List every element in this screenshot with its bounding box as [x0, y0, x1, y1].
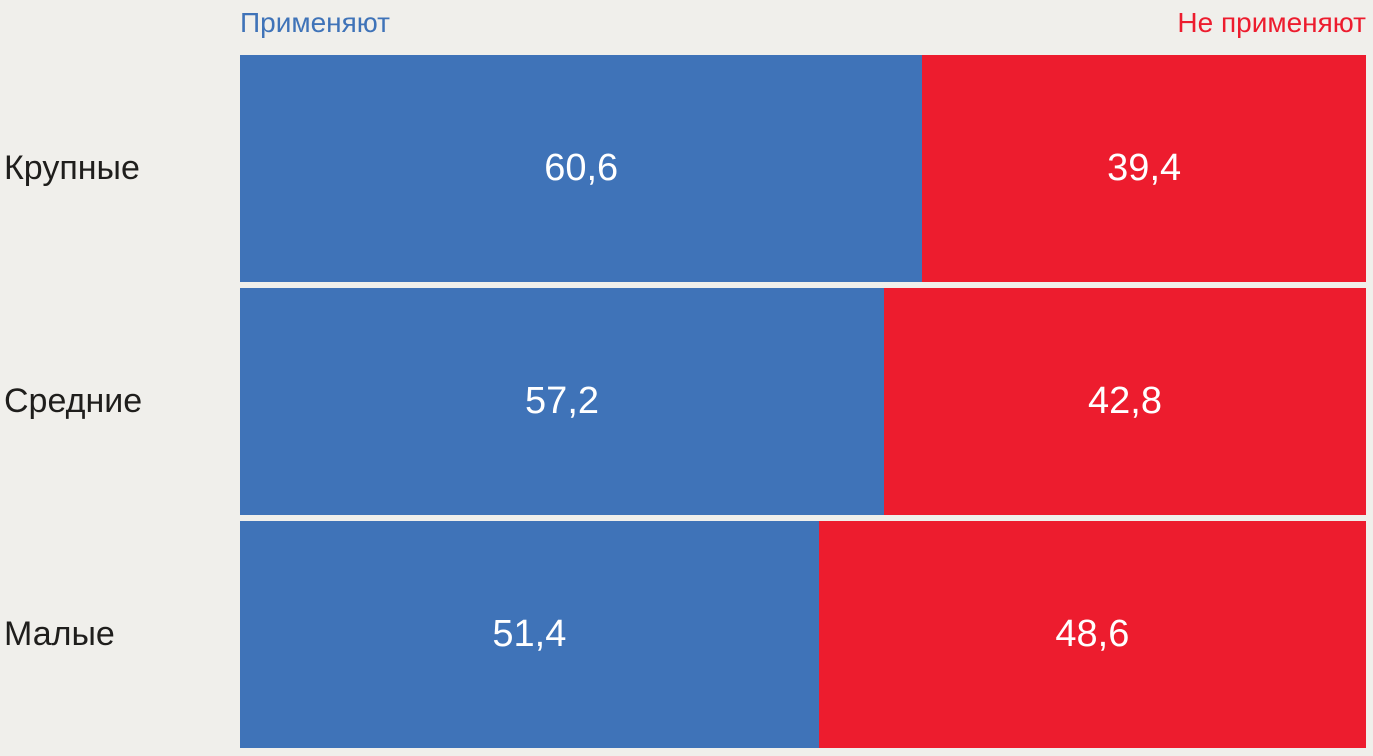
segment-value-label: 60,6 [544, 147, 619, 189]
segment-value-label: 51,4 [492, 613, 567, 655]
chart-rows: Крупные 60,6 39,4 Средние 57,2 42,8 Малые 51,4 4… [0, 55, 1366, 756]
legend-spacer [0, 8, 240, 55]
bar-segment-apply: 60,6 [240, 55, 923, 282]
bar-segment-not-apply: 39,4 [922, 55, 1366, 282]
category-label: Крупные [4, 149, 140, 187]
segment-value-label: 42,8 [1088, 380, 1162, 422]
segment-value-label: 48,6 [1055, 613, 1130, 655]
bar-segment-not-apply: 42,8 [884, 288, 1366, 515]
legend: Применяют Не применяют [0, 0, 1366, 55]
chart-row: Средние 57,2 42,8 [0, 288, 1366, 515]
chart-row: Малые 51,4 48,6 [0, 521, 1366, 748]
bar-segment-apply: 57,2 [240, 288, 885, 515]
legend-apply-label: Применяют [240, 7, 390, 38]
bar-segment-apply: 51,4 [240, 521, 819, 748]
category-label: Средние [4, 382, 143, 420]
bar-track: 51,4 48,6 [240, 521, 1366, 748]
category-label: Малые [4, 615, 115, 653]
chart-row: Крупные 60,6 39,4 [0, 55, 1366, 282]
segment-value-label: 39,4 [1107, 147, 1182, 189]
bar-track: 60,6 39,4 [240, 55, 1366, 282]
bar-segment-not-apply: 48,6 [818, 521, 1366, 748]
segment-value-label: 57,2 [525, 380, 600, 422]
bar-track: 57,2 42,8 [240, 288, 1366, 515]
legend-not-apply-label: Не применяют [1177, 7, 1366, 38]
